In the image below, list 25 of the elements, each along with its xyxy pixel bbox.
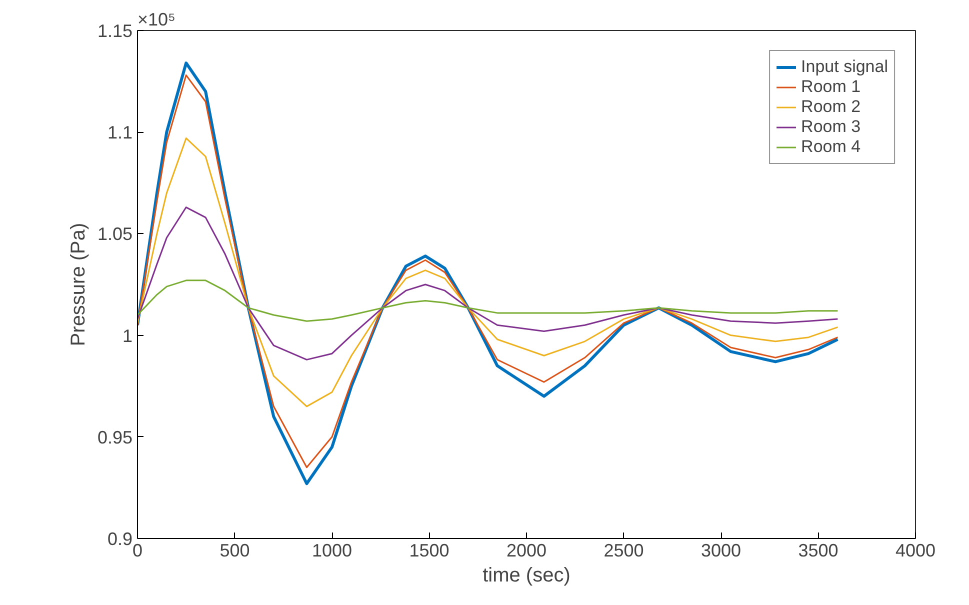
- x-tick-label: 3000: [700, 540, 742, 560]
- x-tick-label: 1000: [312, 540, 352, 560]
- y-axis-title: Pressure (Pa): [67, 222, 90, 346]
- x-tick-label: 500: [220, 540, 250, 560]
- y-tick-label: 1.05: [97, 224, 133, 244]
- x-tick-label: 4000: [895, 540, 936, 560]
- y-tick-label: 1.1: [107, 122, 133, 143]
- legend-label: Room 1: [801, 77, 861, 97]
- legend-label: Room 2: [801, 97, 861, 117]
- text: ×10⁵: [138, 10, 176, 30]
- y-tick-label: 0.9: [107, 529, 133, 549]
- x-tick-label: 1500: [409, 540, 450, 560]
- legend-label: Room 3: [801, 117, 861, 137]
- x-tick-label: 3500: [798, 540, 838, 560]
- x-tick-label: 2500: [604, 540, 644, 560]
- legend-label: Input signal: [801, 57, 888, 77]
- y-tick-label: 1.15: [97, 21, 133, 41]
- line-series: [138, 206, 838, 360]
- y-tick-label: 0.95: [97, 427, 133, 448]
- line-series: [138, 280, 838, 322]
- x-axis-title: time (sec): [482, 564, 570, 586]
- x-tick-label: 0: [132, 540, 143, 560]
- x-tick-label: 2000: [506, 540, 547, 560]
- y-tick-label: 1: [122, 326, 133, 346]
- legend-label: Room 4: [801, 137, 861, 157]
